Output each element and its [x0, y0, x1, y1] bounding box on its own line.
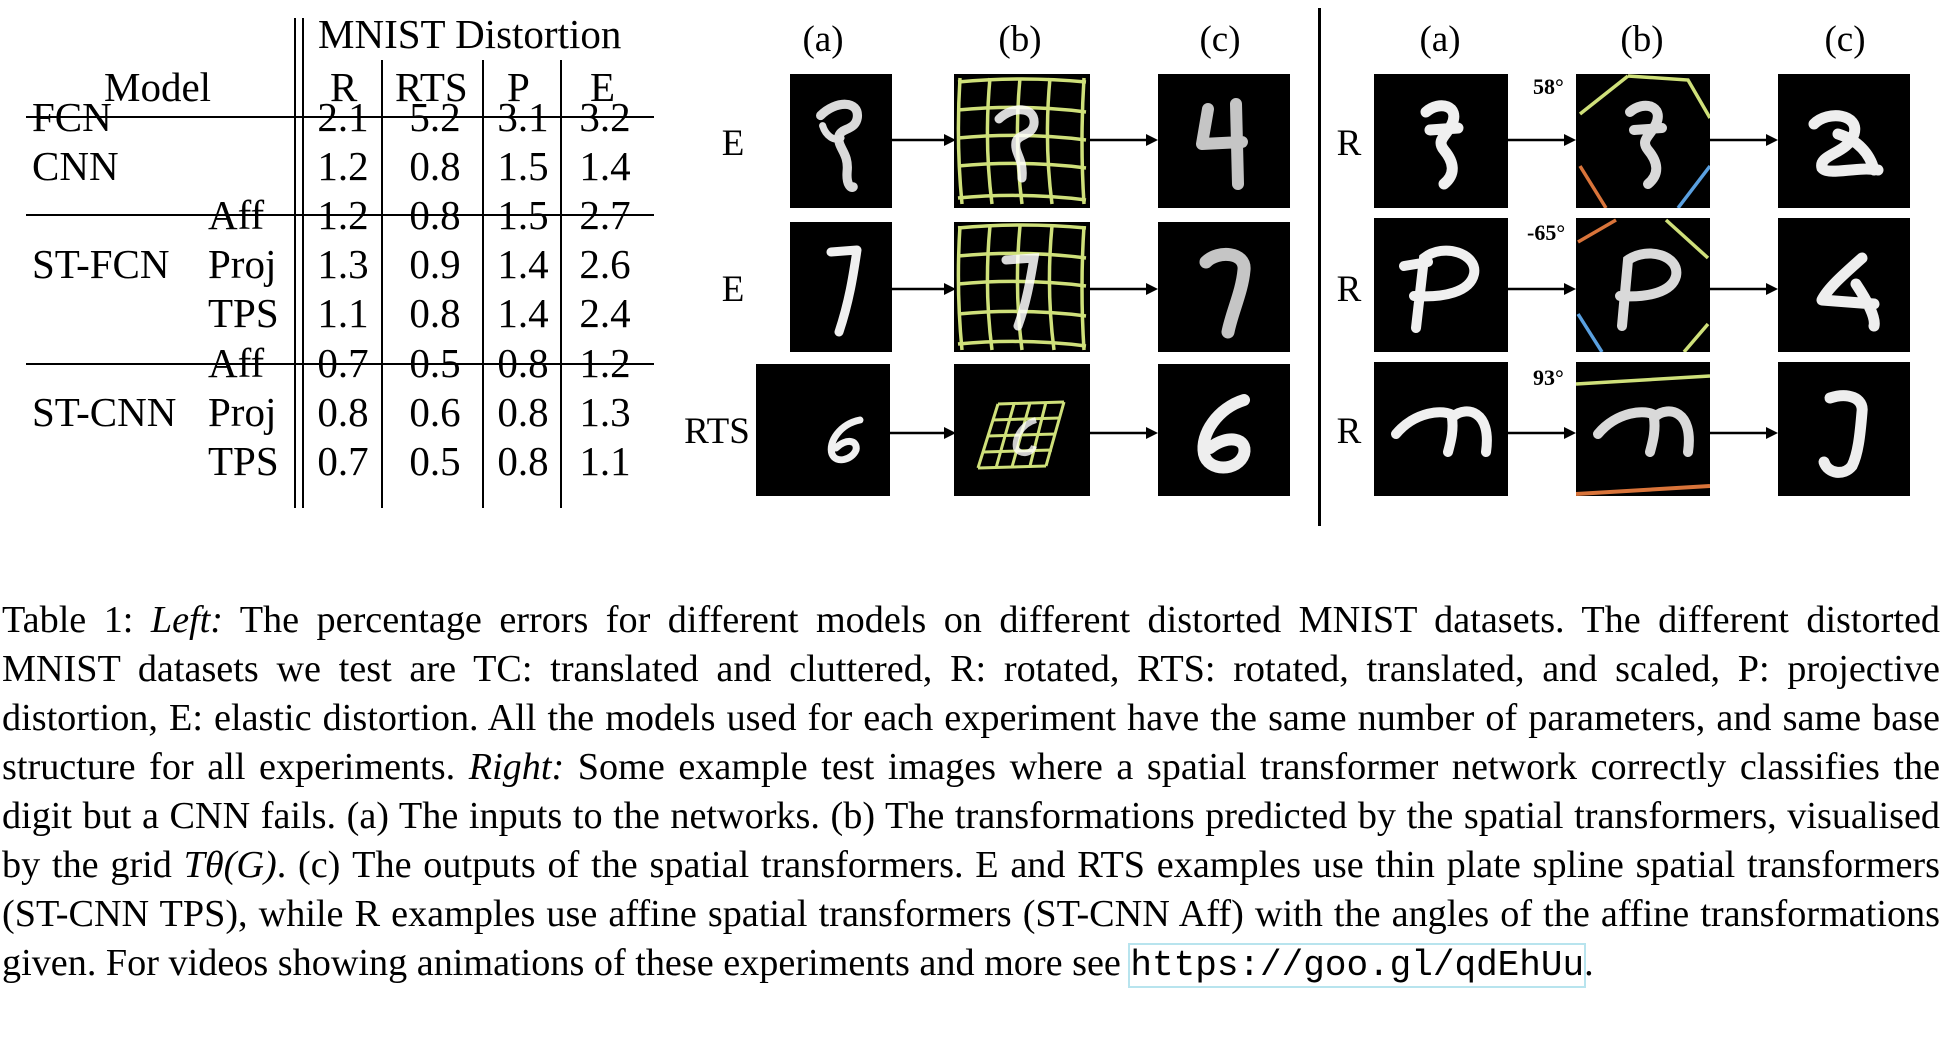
arrow-icon — [1508, 427, 1576, 439]
table-vrule — [560, 60, 562, 508]
table-cell: 1.1 — [317, 290, 369, 336]
fig-right-row-1: R — [1336, 123, 1362, 164]
arrow-icon — [892, 134, 956, 146]
transform-grid-image — [954, 222, 1090, 352]
table-cell: 1.3 — [317, 241, 369, 287]
fig-left-col-a: (a) — [802, 19, 844, 60]
arrow-icon — [1090, 427, 1158, 439]
input-digit-image — [790, 222, 892, 352]
table-cell: 0.8 — [317, 389, 369, 435]
table-cell: 1.2 — [317, 143, 369, 189]
angle-label: 93° — [1533, 365, 1564, 390]
transform-grid-image — [1576, 74, 1710, 208]
table-vrule — [381, 60, 383, 508]
table-cell: 1.3 — [579, 389, 631, 435]
fig-right-col-b: (b) — [1620, 19, 1664, 60]
caption-text-right: Some example test images where a spatial… — [2, 746, 1941, 886]
row-model-label: ST-CNN — [32, 389, 177, 435]
fig-right-row-2: R — [1336, 269, 1362, 310]
row-model-label: CNN — [32, 143, 119, 189]
transform-grid-image — [1576, 362, 1710, 496]
caption-period: . — [1584, 942, 1594, 984]
arrow-icon — [1710, 134, 1778, 146]
figure-divider — [1318, 8, 1321, 526]
fig-left-col-c: (c) — [1199, 19, 1241, 60]
arrow-icon — [1090, 283, 1158, 295]
table-cell: 0.5 — [409, 438, 461, 484]
arrow-icon — [1710, 427, 1778, 439]
arrow-icon — [892, 283, 956, 295]
table-vrule — [482, 60, 484, 508]
row-variant-label: Proj — [208, 389, 277, 435]
caption-right-tag: Right: — [468, 746, 565, 788]
col-header-rts: RTS — [395, 64, 468, 110]
table-vrule — [302, 18, 304, 508]
col-header-e: E — [590, 64, 616, 110]
output-digit-image — [1778, 362, 1910, 496]
row-model-label: ST-FCN — [32, 241, 170, 287]
transform-grid-image — [954, 364, 1090, 496]
transform-grid-image — [954, 74, 1090, 208]
fig-right-col-c: (c) — [1824, 19, 1866, 60]
output-digit-image — [1158, 222, 1290, 352]
table-rule — [26, 214, 654, 216]
input-digit-image — [790, 74, 892, 208]
table-cell: 0.7 — [317, 438, 369, 484]
table-cell: 1.4 — [497, 290, 549, 336]
fig-left-row-1: E — [721, 123, 745, 164]
table-rule — [26, 363, 654, 365]
arrow-icon — [1508, 134, 1576, 146]
angle-label: 58° — [1533, 74, 1564, 99]
fig-left-col-b: (b) — [998, 19, 1042, 60]
caption-left-tag: Left: — [150, 599, 223, 641]
fig-right-row-3: R — [1336, 411, 1362, 452]
transform-grid-image — [1576, 218, 1710, 352]
col-header-p: P — [507, 64, 530, 110]
output-digit-image — [1778, 218, 1910, 352]
table-cell: 2.4 — [579, 290, 631, 336]
table-cell: 1.4 — [579, 143, 631, 189]
fig-left-row-2: E — [721, 269, 745, 310]
caption-label: Table 1: — [2, 599, 134, 641]
col-header-r: R — [330, 64, 358, 110]
caption-link[interactable]: https://goo.gl/qdEhUu — [1128, 943, 1587, 988]
table-vrule — [294, 18, 296, 508]
table-cell: 0.9 — [409, 241, 461, 287]
arrow-icon — [890, 427, 956, 439]
row-variant-label: Proj — [208, 241, 277, 287]
results-table: MNIST Distortion Model R RTS P E FCN 2.1 5… — [0, 0, 680, 520]
table-cell: 0.8 — [497, 389, 549, 435]
table-cell: 1.4 — [497, 241, 549, 287]
input-digit-image — [1374, 362, 1508, 496]
arrow-icon — [1508, 283, 1576, 295]
output-digit-image — [1778, 74, 1910, 208]
table-cell: 0.8 — [409, 290, 461, 336]
row-variant-label: TPS — [208, 438, 279, 484]
arrow-icon — [1710, 283, 1778, 295]
table-model-header: Model — [104, 64, 212, 110]
fig-left-row-3: RTS — [684, 411, 750, 452]
angle-label: -65° — [1527, 220, 1566, 245]
input-digit-image — [1374, 218, 1508, 352]
table-rule — [26, 116, 654, 118]
caption-text-end: . (c) The outputs of the spatial transfo… — [2, 844, 1941, 984]
table-cell: 0.8 — [497, 438, 549, 484]
input-digit-image — [1374, 74, 1508, 208]
caption-text-left: The percentage errors for different mode… — [2, 599, 1940, 788]
table-caption: Table 1: Left: The percentage errors for… — [2, 596, 1940, 990]
table-cell: 2.6 — [579, 241, 631, 287]
row-variant-label: TPS — [208, 290, 279, 336]
table-cell: 1.5 — [497, 143, 549, 189]
table-cell: 0.6 — [409, 389, 461, 435]
table-cell: 0.8 — [409, 143, 461, 189]
fig-right-col-a: (a) — [1419, 19, 1461, 60]
table-group-header: MNIST Distortion — [318, 11, 622, 57]
arrow-icon — [1090, 134, 1158, 146]
output-digit-image — [1158, 364, 1290, 496]
input-digit-image — [756, 364, 890, 496]
caption-math: Tθ(G) — [183, 844, 277, 886]
table-cell: 1.1 — [579, 438, 631, 484]
output-digit-image — [1158, 74, 1290, 208]
